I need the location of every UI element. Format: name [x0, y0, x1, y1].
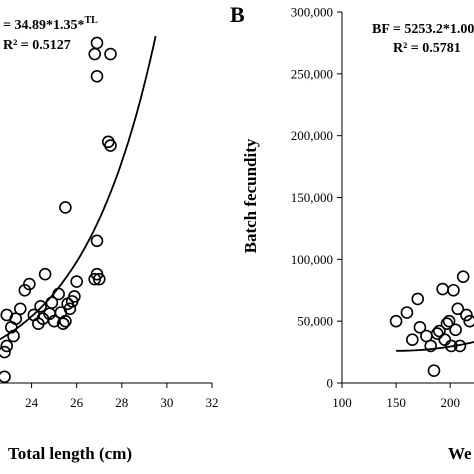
- panel-a-point: [70, 275, 83, 288]
- panel-a-point: [0, 339, 14, 353]
- panel-a-point: [92, 272, 106, 286]
- panel-b-points: [389, 270, 474, 377]
- panel-b-point: [451, 302, 465, 316]
- panel-b-point: [411, 292, 425, 306]
- panel-b-label: B: [230, 2, 245, 27]
- panel-a-x-tick-label: 24: [25, 395, 39, 410]
- panel-a-point: [90, 234, 104, 248]
- panel-a-x-tick-label: 26: [70, 395, 84, 410]
- panel-b-x-tick-label: 100: [332, 395, 352, 410]
- panel-b-point: [389, 314, 403, 328]
- panel-b-point: [460, 308, 473, 322]
- panel-a-x-tick-label: 28: [115, 395, 128, 410]
- panel-a-point: [0, 370, 11, 384]
- panel-a-point: [34, 300, 47, 313]
- panel-a-x-ticks: 24 26 28 30 32: [25, 383, 219, 410]
- panel-b-point: [463, 314, 474, 328]
- panel-b-x-tick-label: 150: [386, 395, 406, 410]
- panel-b-point: [442, 314, 456, 328]
- panel-b-y-tick-label: 300,000: [291, 5, 333, 20]
- panel-a-point: [104, 139, 117, 152]
- panel-a-point: [59, 314, 72, 328]
- panel-b-point: [400, 306, 414, 319]
- panel-a-point: [59, 201, 72, 214]
- panel-a-point: [90, 36, 104, 50]
- panel-b-y-tick-label: 100,000: [291, 252, 333, 267]
- panel-a-point: [0, 345, 11, 359]
- panel-a-x-tick-label: 32: [206, 395, 219, 410]
- panel-a-point: [38, 267, 52, 281]
- panel-b-fit-curve: [396, 341, 474, 352]
- panel-b-point: [430, 327, 444, 340]
- panel-b-point: [456, 270, 470, 283]
- panel-b-point: [447, 283, 460, 297]
- panel-b-equation: BF = 5253.2*1.00: [372, 22, 474, 37]
- panel-b-point: [438, 333, 452, 347]
- panel-a-point: [68, 290, 81, 303]
- panel-a-x-tick-label: 30: [160, 395, 173, 410]
- panel-b-point: [436, 282, 449, 296]
- panel-b: B 300,000 250,000 200,000 150,000 100,000 50,…: [230, 2, 474, 463]
- panel-a-point: [52, 287, 65, 301]
- panel-b-point: [413, 321, 427, 334]
- panel-a-fit-curve: [0, 35, 157, 341]
- panel-b-x-ticks: 100 150 200: [332, 383, 460, 410]
- panel-b-y-tick-label: 200,000: [291, 128, 333, 143]
- panel-a-equation: = 34.89*1.35*TL: [3, 15, 98, 33]
- panel-b-point: [440, 317, 454, 330]
- panel-b-y-ticks: 300,000 250,000 200,000 150,000 100,000 50,00…: [291, 5, 342, 391]
- panel-a-point: [104, 47, 117, 61]
- panel-b-point: [427, 364, 441, 377]
- panel-a-point: [56, 317, 70, 330]
- panel-b-x-tick-label: 200: [440, 395, 460, 410]
- panel-b-point: [424, 339, 438, 353]
- panel-a-point: [90, 70, 104, 83]
- panel-a-point: [13, 302, 27, 316]
- panel-b-point: [406, 333, 419, 347]
- panel-b-point: [449, 323, 462, 337]
- panel-b-x-label: We: [448, 444, 472, 463]
- panel-a-point: [23, 277, 36, 291]
- panel-b-y-tick-label: 250,000: [291, 66, 333, 81]
- panel-b-y-tick-label: 50,000: [297, 314, 333, 329]
- panel-b-y-label: Batch fecundity: [241, 138, 260, 253]
- panel-a-point: [88, 47, 102, 61]
- panel-b-y-tick-label: 150,000: [291, 190, 333, 205]
- panel-a-r2: R² = 0.5127: [3, 38, 71, 53]
- panel-b-y-tick-label: 0: [327, 376, 334, 391]
- panel-a: 24 26 28 30 32 = 34.89*1.35*TL R² = 0.5127 T…: [0, 15, 219, 463]
- panel-a-x-label: Total length (cm): [8, 444, 132, 463]
- panel-a-point: [63, 302, 77, 316]
- panel-b-r2: R² = 0.5781: [393, 41, 461, 56]
- panel-a-points: [0, 36, 117, 384]
